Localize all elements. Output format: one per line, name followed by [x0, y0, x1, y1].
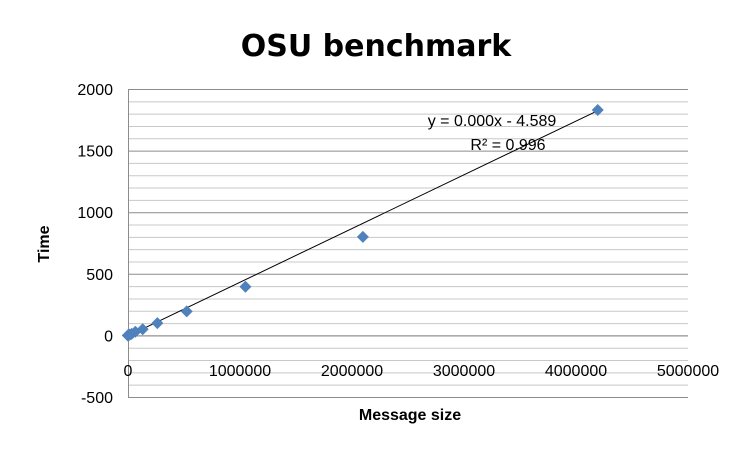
data-point	[356, 230, 369, 243]
y-tick-label: 1000	[77, 205, 113, 222]
y-tick-label: 1500	[77, 144, 113, 161]
chart-title: OSU benchmark	[241, 29, 513, 64]
y-tick-label: 500	[86, 267, 113, 284]
trendline	[127, 110, 598, 337]
data-point	[136, 323, 149, 336]
y-tick-label: 0	[104, 328, 113, 345]
x-axis-label: Message size	[359, 407, 461, 424]
grid	[128, 89, 688, 398]
data-point	[151, 317, 164, 330]
x-tick-label: 3000000	[433, 363, 495, 380]
axes: -500 0 500 1000 1500 2000 0 1000000 2000000 30000…	[77, 82, 719, 407]
data-point	[239, 280, 252, 293]
x-tick-label: 4000000	[545, 363, 607, 380]
data-point	[180, 305, 193, 318]
trendline-line	[127, 110, 598, 337]
trendline-r-squared: R² = 0.996	[470, 137, 545, 154]
y-tick-label: -500	[81, 390, 113, 407]
y-tick-label: 2000	[77, 82, 113, 99]
x-tick-label: 0	[124, 363, 133, 380]
data-point	[591, 103, 604, 116]
x-tick-label: 5000000	[657, 363, 719, 380]
data-points	[122, 103, 604, 342]
x-tick-label: 2000000	[321, 363, 383, 380]
trendline-equation: y = 0.000x - 4.589	[428, 113, 557, 130]
x-tick-label: 1000000	[209, 363, 271, 380]
y-axis-label: Time	[36, 225, 53, 262]
